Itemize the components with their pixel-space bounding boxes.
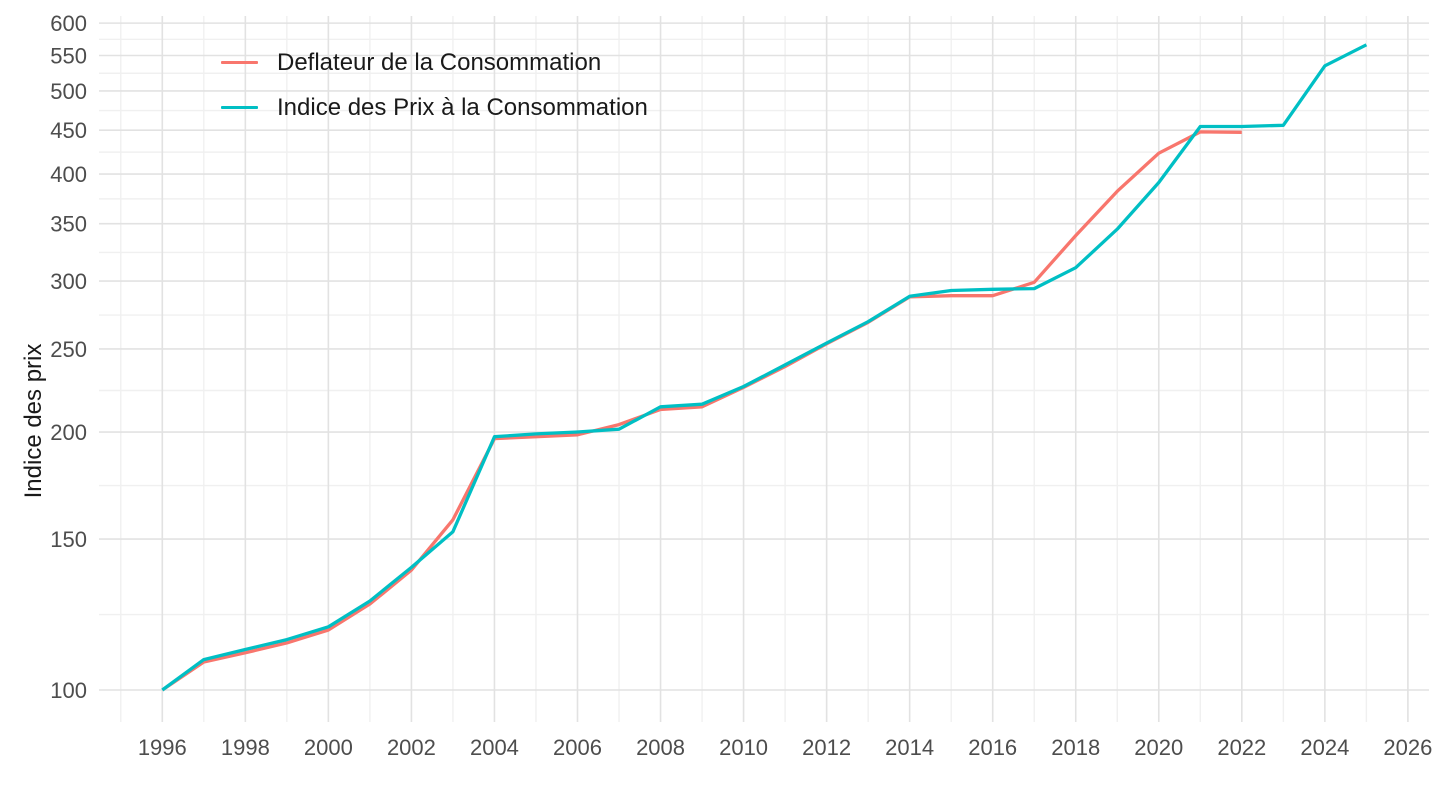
x-tick-label: 2014 bbox=[885, 735, 934, 760]
y-tick-label: 400 bbox=[50, 162, 87, 187]
y-tick-label: 500 bbox=[50, 79, 87, 104]
y-tick-label: 300 bbox=[50, 269, 87, 294]
legend-item-deflateur: Deflateur de la Consommation bbox=[221, 48, 648, 77]
ipc-line-swatch bbox=[221, 105, 258, 110]
y-tick-label: 250 bbox=[50, 337, 87, 362]
x-tick-label: 2020 bbox=[1134, 735, 1183, 760]
y-tick-label: 100 bbox=[50, 678, 87, 703]
ipc-line bbox=[161, 43, 1368, 692]
x-tick-label: 2026 bbox=[1383, 735, 1432, 760]
x-tick-label: 2010 bbox=[719, 735, 768, 760]
y-tick-label: 600 bbox=[50, 11, 87, 36]
legend-label-deflateur: Deflateur de la Consommation bbox=[277, 48, 602, 76]
x-tick-label: 2018 bbox=[1051, 735, 1100, 760]
x-tick-label: 2002 bbox=[387, 735, 436, 760]
x-tick-label: 2000 bbox=[304, 735, 353, 760]
x-tick-label: 1996 bbox=[138, 735, 187, 760]
y-axis-title: Indice des prix bbox=[20, 343, 47, 499]
x-tick-label: 2012 bbox=[802, 735, 851, 760]
deflateur-line bbox=[161, 130, 1242, 692]
legend-label-ipc: Indice des Prix à la Consommation bbox=[277, 93, 648, 121]
x-tick-label: 2024 bbox=[1300, 735, 1349, 760]
deflateur-line-swatch bbox=[221, 60, 258, 65]
legend-item-ipc: Indice des Prix à la Consommation bbox=[221, 93, 648, 122]
x-tick-label: 2008 bbox=[636, 735, 685, 760]
y-tick-label: 200 bbox=[50, 420, 87, 445]
x-tick-label: 2016 bbox=[968, 735, 1017, 760]
x-tick-label: 2022 bbox=[1217, 735, 1266, 760]
y-tick-label: 450 bbox=[50, 118, 87, 143]
y-tick-label: 150 bbox=[50, 527, 87, 552]
x-tick-label: 1998 bbox=[221, 735, 270, 760]
y-tick-label: 350 bbox=[50, 212, 87, 237]
x-tick-label: 2006 bbox=[553, 735, 602, 760]
x-tick-label: 2004 bbox=[470, 735, 519, 760]
y-tick-label: 550 bbox=[50, 44, 87, 69]
legend: Deflateur de la Consommation Indice des … bbox=[221, 48, 648, 138]
